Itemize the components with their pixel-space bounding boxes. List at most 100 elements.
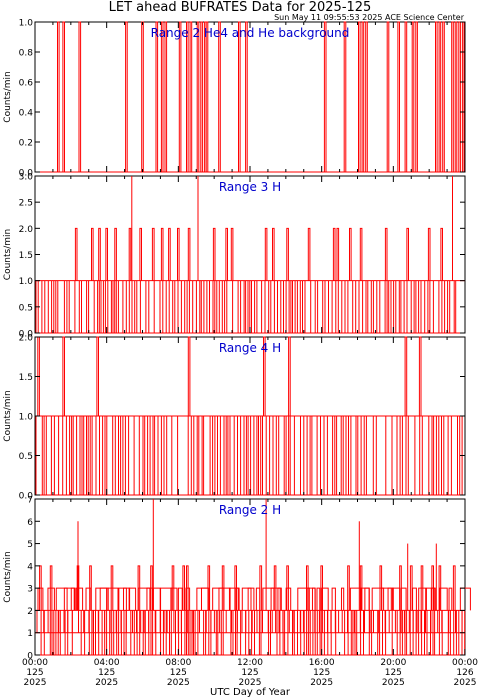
data-mark [277,587,281,611]
y-tick-label: 7 [27,496,33,506]
data-spike [187,336,191,416]
data-spike [230,227,234,281]
data-spike [221,565,225,611]
data-spike [168,227,171,281]
data-spike [359,565,363,611]
x-tick-label: 00:00 [22,658,48,668]
data-mark [439,587,448,611]
data-spike [212,227,216,281]
panels-group: 0.0 0.2 0.4 0.6 0.8 1.0 Counts/min Range 2 He4 … [3,19,471,662]
data-spike [137,565,141,611]
data-spike [404,21,408,172]
data-spike [225,227,228,281]
y-tick-label: 1.5 [19,251,33,261]
data-spike [406,227,409,281]
data-mark [387,587,394,611]
data-spike [409,565,413,611]
data-spike [273,565,277,611]
data-spike [74,227,78,281]
data-spike [420,565,424,611]
data-spike [397,21,400,172]
y-tick-label: 1.5 [19,373,33,383]
panel-label: Range 2 H [219,503,281,517]
data-spike [62,21,65,172]
x-tick-label: 2025 [239,678,262,688]
x-tick-label: 126 [456,668,473,678]
data-mark [177,587,183,611]
data-mark [118,587,127,611]
panel-2: 0.0 0.5 1.0 1.5 2.0 2.5 3.0 Counts/min Range 3 H [3,173,466,340]
data-spike [415,21,418,172]
data-spike [160,227,164,281]
data-mark [75,587,84,611]
x-tick-label: 125 [385,668,402,678]
data-spike [435,21,438,172]
y-tick-label: 0.6 [19,79,34,89]
data-spike [365,21,368,172]
data-spike [347,565,350,611]
x-tick-label: 125 [26,668,43,678]
y-tick-label: 3 [27,585,33,595]
data-spike [427,227,431,281]
panel-label: Range 2 He4 and He background [151,26,350,40]
chart-title: LET ahead BUFRATES Data for 2025-125 [109,0,372,15]
data-mark [128,587,137,611]
x-tick-label: 2025 [382,678,405,688]
x-tick-label: 2025 [454,678,477,688]
y-axis-label: Counts/min [3,71,13,122]
data-spike [272,227,275,281]
data-spike [105,227,108,281]
y-tick-label: 1.0 [19,19,34,29]
data-series [35,499,471,656]
data-mark [55,587,68,611]
data-mark [321,587,329,611]
y-tick-label: 0.0 [19,330,34,340]
x-tick-label: 2025 [167,678,190,688]
panel-frame [34,21,466,173]
data-spike [440,227,443,281]
data-spike [89,565,92,611]
data-spike [234,565,237,611]
data-spike [452,565,456,611]
y-tick-label: 1.0 [19,413,34,423]
y-tick-label: 2.5 [19,199,33,209]
data-series [35,176,465,334]
y-tick-label: 0.5 [19,452,33,462]
data-spike [431,565,434,611]
x-tick-label: 20:00 [380,658,406,668]
data-spike [379,565,383,611]
y-tick-label: 0.2 [19,139,33,149]
data-mark [331,587,336,611]
y-tick-label: 0.0 [19,169,34,179]
x-tick-label: 2025 [310,678,333,688]
data-spike [160,21,164,172]
data-spike [110,565,114,611]
data-spike [78,21,82,172]
y-axis-label: Counts/min [3,229,13,280]
data-mark [459,587,471,611]
y-axis-label: Counts/min [3,551,13,602]
y-tick-label: 4 [27,562,33,572]
data-spike [164,21,168,172]
data-spike [187,227,191,281]
data-mark [316,587,321,611]
data-spike [320,565,323,611]
data-mark [311,587,316,611]
data-spike [286,565,289,611]
data-spike [438,21,442,172]
x-tick-label: 125 [241,668,258,678]
data-spike [207,565,211,611]
data-spike [454,21,458,172]
data-spike [62,336,65,416]
data-spike [171,565,175,611]
data-spike [186,21,189,172]
x-tick-label: 125 [170,668,187,678]
panel-1: 0.0 0.2 0.4 0.6 0.8 1.0 Counts/min Range 2 He4 … [3,19,466,179]
y-tick-label: 2.0 [19,334,34,344]
data-mark [340,587,345,611]
data-spike [359,227,363,281]
y-tick-label: 6 [27,518,33,528]
data-spike [114,227,117,281]
x-tick-label: 12:00 [237,658,263,668]
